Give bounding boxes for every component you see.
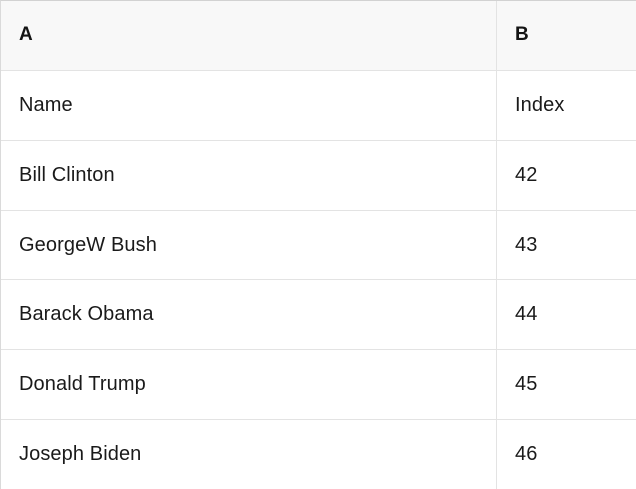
- cell-a3-text: GeorgeW Bush: [19, 233, 157, 256]
- cell-a6[interactable]: Joseph Biden: [1, 420, 497, 489]
- cell-b1[interactable]: Index: [497, 71, 636, 140]
- cell-b2-text: 42: [515, 163, 538, 186]
- cell-b4-text: 44: [515, 303, 538, 326]
- cell-a1-text: Name: [19, 93, 73, 116]
- cell-a5-text: Donald Trump: [19, 373, 146, 396]
- cell-b5-text: 45: [515, 373, 538, 396]
- table-row: Name Index: [1, 69, 636, 140]
- cell-b4[interactable]: 44: [497, 280, 636, 349]
- cell-a2[interactable]: Bill Clinton: [1, 140, 497, 210]
- cell-b6-text: 46: [515, 443, 538, 466]
- cell-b1-text: Index: [515, 93, 565, 116]
- cell-a1[interactable]: Name: [1, 70, 497, 140]
- cell-a2-text: Bill Clinton: [19, 163, 115, 186]
- cell-b6[interactable]: 46: [497, 420, 636, 489]
- column-header-a[interactable]: A: [1, 1, 497, 70]
- cell-a4-text: Barack Obama: [19, 303, 154, 326]
- column-header-a-label: A: [19, 24, 33, 46]
- table-row: Joseph Biden 46: [1, 419, 636, 489]
- table-row: Barack Obama 44: [1, 279, 636, 350]
- cell-a6-text: Joseph Biden: [19, 443, 142, 466]
- cell-a4[interactable]: Barack Obama: [1, 280, 497, 350]
- cell-b3[interactable]: 43: [497, 211, 636, 280]
- column-header-b-label: B: [515, 24, 529, 46]
- cell-b3-text: 43: [515, 233, 538, 256]
- table-row: Bill Clinton 42: [1, 139, 636, 210]
- column-header-row: A B: [1, 1, 636, 70]
- column-header-b[interactable]: B: [497, 1, 636, 70]
- cell-b2[interactable]: 42: [497, 141, 636, 210]
- cell-b5[interactable]: 45: [497, 350, 636, 419]
- table-row: GeorgeW Bush 43: [1, 209, 636, 280]
- cell-a3[interactable]: GeorgeW Bush: [1, 210, 497, 280]
- table-row: Donald Trump 45: [1, 349, 636, 420]
- cell-a5[interactable]: Donald Trump: [1, 350, 497, 420]
